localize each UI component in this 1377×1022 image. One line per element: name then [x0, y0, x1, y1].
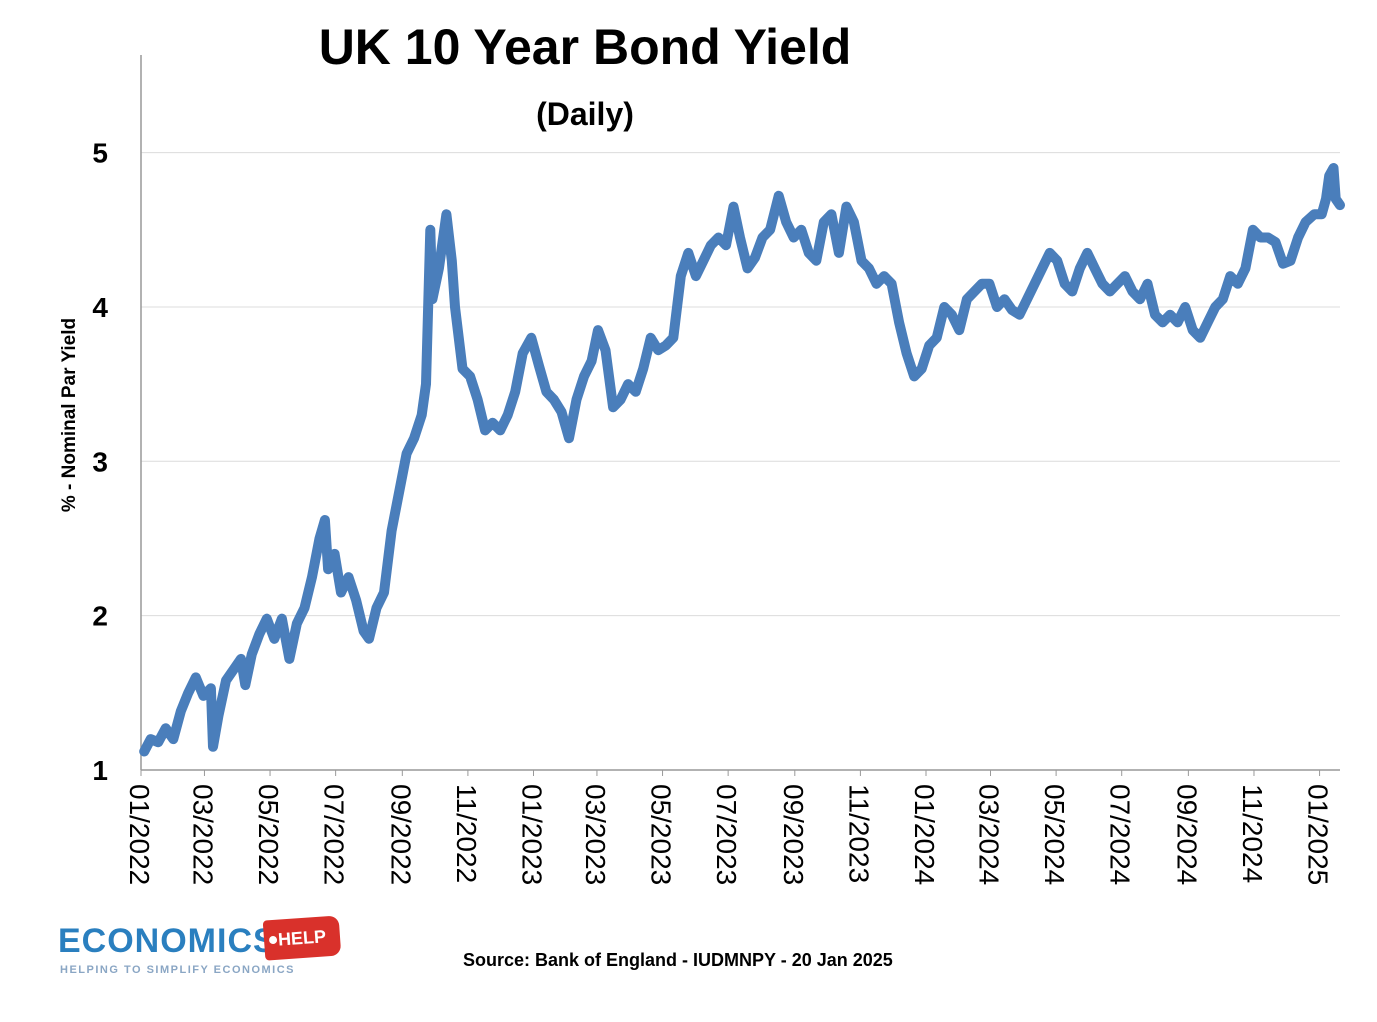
- x-tick-label: 09/2022: [385, 784, 416, 885]
- x-tick-label: 09/2024: [1171, 784, 1202, 885]
- y-tick-label: 3: [92, 446, 108, 477]
- logo-tagline: HELPING TO SIMPLIFY ECONOMICS: [60, 964, 296, 976]
- x-tick-labels: 01/2022 03/2022 05/2022 07/2022 09/2022 11/20…: [124, 784, 1334, 885]
- economics-help-logo: ECONOMICS HELP HELPING TO SIMPLIFY ECONO…: [58, 915, 348, 988]
- x-tick-label: 01/2023: [516, 784, 547, 885]
- x-tick-label: 01/2022: [124, 784, 155, 885]
- x-tick-label: 11/2022: [451, 784, 482, 883]
- logo-wordmark: ECONOMICS: [58, 922, 277, 960]
- axes: [140, 55, 1340, 776]
- gridlines: [141, 152, 1340, 617]
- series-layer: [139, 163, 1345, 757]
- source-note: Source: Bank of England - IUDMNPY - 20 J…: [463, 950, 893, 970]
- x-tick-label: 07/2024: [1105, 784, 1136, 885]
- x-tick-label: 11/2024: [1237, 784, 1268, 883]
- logo-tag-text: HELP: [277, 926, 327, 950]
- x-tick-label: 05/2023: [646, 784, 677, 885]
- y-tick-label: 1: [92, 755, 108, 786]
- x-tick-label: 05/2022: [253, 784, 284, 885]
- y-tick-label: 5: [92, 138, 108, 169]
- x-tick-label: 03/2023: [580, 784, 611, 885]
- x-tick-label: 01/2025: [1303, 784, 1334, 885]
- x-tick-label: 01/2024: [909, 784, 940, 885]
- tag-hole-icon: [268, 935, 278, 945]
- y-tick-label: 2: [92, 601, 108, 632]
- x-tick-label: 03/2022: [187, 784, 218, 885]
- x-tick-label: 11/2023: [843, 784, 874, 883]
- y-tick-label: 4: [92, 292, 108, 323]
- series-line-0: [139, 163, 1345, 757]
- x-tick-label: 09/2023: [778, 784, 809, 885]
- chart-subtitle: (Daily): [536, 96, 634, 132]
- x-tick-label: 05/2024: [1039, 784, 1070, 885]
- y-tick-labels: 1 2 3 4 5: [92, 138, 108, 786]
- x-tick-label: 07/2023: [711, 784, 742, 885]
- x-tick-label: 07/2022: [319, 784, 350, 885]
- chart-title: UK 10 Year Bond Yield: [318, 19, 852, 75]
- logo-help-tag: HELP: [262, 915, 342, 961]
- x-tick-label: 03/2024: [974, 784, 1005, 885]
